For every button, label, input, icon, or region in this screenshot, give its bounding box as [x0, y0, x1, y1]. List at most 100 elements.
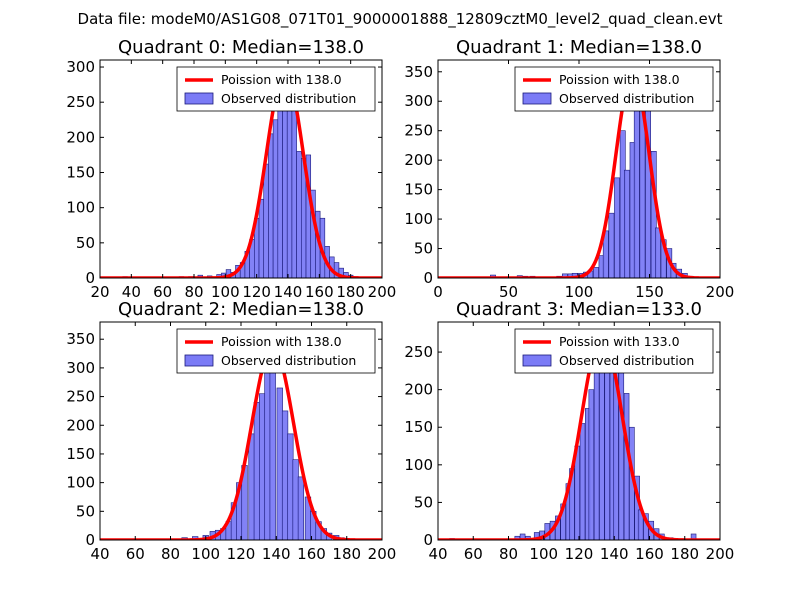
- legend-curve-label: Poission with 138.0: [559, 72, 680, 87]
- legend-bar-swatch: [184, 354, 214, 367]
- legend: Poission with 133.0 Observed distribution: [514, 328, 714, 374]
- histogram-bar: [268, 133, 274, 278]
- histogram-bar: [604, 363, 610, 540]
- legend-bar-swatch: [522, 354, 552, 367]
- y-tick-label: 50: [414, 493, 433, 511]
- histogram-bar: [593, 355, 600, 540]
- x-tick-label: 140: [262, 545, 291, 563]
- subplot-grid: Quadrant 0: Median=138.020 40 60 80 100 120 14…: [66, 37, 734, 563]
- legend-curve-label: Poission with 133.0: [559, 334, 680, 349]
- y-tick-label: 100: [404, 456, 433, 474]
- x-tick-label: 150: [635, 283, 664, 301]
- plot-area: [100, 70, 382, 278]
- histogram-bar: [253, 402, 260, 540]
- x-tick-label: 180: [670, 545, 699, 563]
- histogram-bar: [579, 423, 586, 540]
- histogram-bar: [593, 267, 599, 278]
- poisson-curve: [100, 344, 382, 540]
- y-tick-label: 200: [66, 128, 95, 146]
- y-tick-label: 100: [404, 210, 433, 228]
- y-tick-label: 0: [423, 531, 433, 549]
- histogram-bar: [286, 105, 293, 278]
- y-tick-label: 0: [85, 269, 95, 287]
- y-tick-label: 0: [85, 531, 95, 549]
- x-tick-label: 200: [368, 283, 397, 301]
- y-tick-label: 300: [404, 92, 433, 110]
- y-tick-label: 250: [404, 343, 433, 361]
- x-tick-label: 180: [336, 283, 365, 301]
- y-tick-label: 350: [66, 330, 95, 348]
- x-tick-label: 20: [90, 283, 109, 301]
- x-tick-label: 60: [126, 545, 145, 563]
- x-tick-label: 180: [332, 545, 361, 563]
- legend: Poission with 138.0 Observed distribution: [176, 328, 376, 374]
- histogram-bar: [624, 169, 630, 278]
- legend-bar-swatch: [184, 92, 214, 105]
- y-tick-label: 300: [66, 58, 95, 76]
- x-tick-label: 40: [428, 545, 447, 563]
- y-tick-label: 100: [66, 474, 95, 492]
- x-tick-label: 80: [499, 545, 518, 563]
- y-tick-label: 50: [414, 240, 433, 258]
- subplot-title: Quadrant 3: Median=133.0: [456, 299, 702, 320]
- y-tick-label: 150: [66, 445, 95, 463]
- axes-frame: [99, 59, 383, 279]
- y-tick-label: 50: [76, 502, 95, 520]
- legend-bar-label: Observed distribution: [221, 353, 356, 368]
- x-tick-label: 140: [600, 545, 629, 563]
- y-tick-label: 250: [404, 122, 433, 140]
- x-tick-label: 200: [706, 545, 735, 563]
- legend-bar-label: Observed distribution: [559, 353, 694, 368]
- x-tick-label: 140: [274, 283, 303, 301]
- x-tick-label: 60: [464, 545, 483, 563]
- histogram-bar: [292, 459, 299, 540]
- x-tick-label: 0: [433, 283, 443, 301]
- histogram-bar: [514, 535, 521, 540]
- histogram-bar: [287, 433, 294, 540]
- x-tick-label: 160: [305, 283, 334, 301]
- histogram-bar: [633, 83, 640, 278]
- subplot-title: Quadrant 2: Median=138.0: [118, 299, 364, 320]
- histogram-bar: [281, 410, 289, 540]
- x-tick-label: 60: [153, 283, 172, 301]
- histogram-bar: [272, 119, 279, 278]
- histogram-bar: [277, 87, 283, 278]
- y-tick-label: 50: [76, 234, 95, 252]
- x-tick-label: 80: [184, 283, 203, 301]
- histogram-bar: [259, 393, 266, 540]
- histogram-bar: [291, 98, 297, 278]
- y-tick-label: 0: [423, 269, 433, 287]
- y-tick-label: 150: [66, 164, 95, 182]
- histogram-bar: [269, 361, 276, 540]
- x-tick-label: 160: [635, 545, 664, 563]
- subplot-3: Quadrant 3: Median=133.0 40 60 80 100 120 140 1…: [404, 299, 734, 563]
- histogram-bar: [588, 389, 595, 540]
- histogram-bar: [297, 476, 305, 540]
- histogram-bar: [263, 163, 269, 278]
- histogram-bar: [276, 387, 283, 540]
- x-tick-label: 120: [242, 283, 271, 301]
- subplot-title: Quadrant 0: Median=138.0: [118, 37, 364, 58]
- x-tick-label: 100: [211, 283, 240, 301]
- y-tick-label: 200: [66, 416, 95, 434]
- legend-bar-label: Observed distribution: [559, 91, 694, 106]
- legend-curve-label: Poission with 138.0: [221, 334, 342, 349]
- legend-bar-label: Observed distribution: [221, 91, 356, 106]
- histogram-bar: [258, 198, 265, 278]
- y-tick-label: 350: [404, 63, 433, 81]
- y-tick-label: 150: [404, 181, 433, 199]
- y-tick-label: 200: [404, 381, 433, 399]
- subplot-0: Quadrant 0: Median=138.0 20 40 60 80 100 120 14…: [66, 37, 396, 301]
- subplot-title: Quadrant 1: Median=138.0: [456, 37, 702, 58]
- x-tick-label: 100: [565, 283, 594, 301]
- x-tick-label: 100: [529, 545, 558, 563]
- x-tick-label: 120: [565, 545, 594, 563]
- x-tick-label: 80: [161, 545, 180, 563]
- figure-suptitle: Data file: modeM0/AS1G08_071T01_90000018…: [78, 10, 723, 29]
- subplot-1: Quadrant 1: Median=138.0 0 50 100 150 200 0 50 1…: [404, 37, 734, 301]
- x-tick-label: 200: [706, 283, 735, 301]
- x-tick-label: 40: [122, 283, 141, 301]
- legend: Poission with 138.0 Observed distribution: [514, 66, 714, 112]
- histogram-bar: [608, 212, 615, 278]
